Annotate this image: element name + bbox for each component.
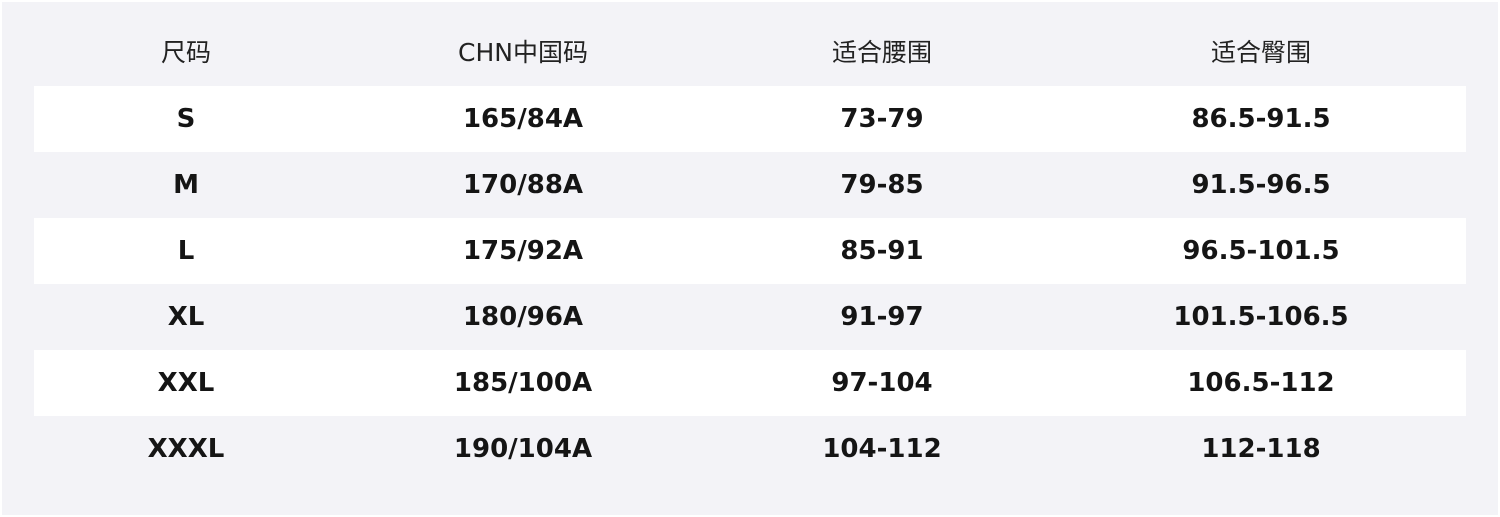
table-row: M 170/88A 79-85 91.5-96.5 bbox=[34, 152, 1466, 218]
cell-size: XXXL bbox=[147, 434, 225, 464]
table-row: XL 180/96A 91-97 101.5-106.5 bbox=[34, 284, 1466, 350]
cell-size: S bbox=[176, 104, 196, 134]
cell-chn-size: 165/84A bbox=[462, 104, 584, 134]
cell-waist: 97-104 bbox=[831, 368, 933, 398]
cell-hip: 112-118 bbox=[1201, 434, 1321, 464]
header-hip: 适合臀围 bbox=[1210, 38, 1312, 67]
cell-size: L bbox=[177, 236, 195, 266]
cell-hip: 106.5-112 bbox=[1187, 368, 1335, 398]
header-chn-size: CHN中国码 bbox=[458, 38, 588, 67]
cell-chn-size: 175/92A bbox=[462, 236, 584, 266]
cell-size: XXL bbox=[157, 368, 215, 398]
table-row: XXXL 190/104A 104-112 112-118 bbox=[34, 416, 1466, 482]
cell-hip: 91.5-96.5 bbox=[1191, 170, 1331, 200]
cell-waist: 73-79 bbox=[840, 104, 924, 134]
header-row: 尺码 CHN中国码 适合腰围 适合臀围 bbox=[34, 20, 1466, 86]
header-waist: 适合腰围 bbox=[831, 38, 933, 67]
cell-waist: 91-97 bbox=[840, 302, 924, 332]
table-row: S 165/84A 73-79 86.5-91.5 bbox=[34, 86, 1466, 152]
cell-chn-size: 190/104A bbox=[453, 434, 593, 464]
cell-hip: 96.5-101.5 bbox=[1182, 236, 1340, 266]
cell-hip: 101.5-106.5 bbox=[1173, 302, 1349, 332]
cell-chn-size: 170/88A bbox=[462, 170, 584, 200]
cell-waist: 79-85 bbox=[840, 170, 924, 200]
cell-size: XL bbox=[167, 302, 205, 332]
table-row: L 175/92A 85-91 96.5-101.5 bbox=[34, 218, 1466, 284]
header-size: 尺码 bbox=[160, 38, 212, 67]
cell-waist: 104-112 bbox=[822, 434, 942, 464]
cell-size: M bbox=[173, 170, 199, 200]
cell-hip: 86.5-91.5 bbox=[1191, 104, 1331, 134]
cell-waist: 85-91 bbox=[840, 236, 924, 266]
cell-chn-size: 180/96A bbox=[462, 302, 584, 332]
table-row: XXL 185/100A 97-104 106.5-112 bbox=[34, 350, 1466, 416]
cell-chn-size: 185/100A bbox=[453, 368, 593, 398]
